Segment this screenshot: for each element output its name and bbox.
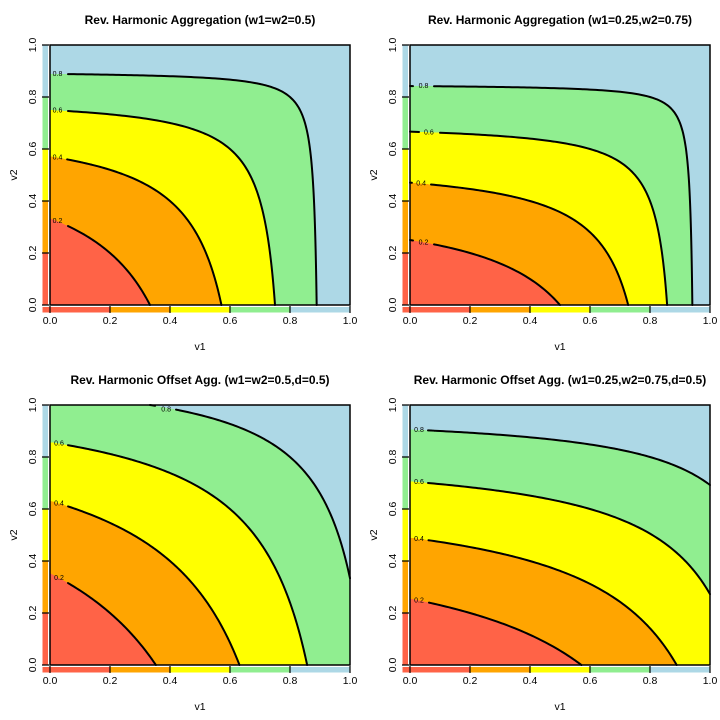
- x-tick-label: 0.4: [162, 315, 178, 327]
- y-tick-label: 0.6: [387, 501, 399, 517]
- contour-plot-canvas: [0, 360, 360, 720]
- y-tick-label: 0.0: [387, 657, 399, 673]
- subplot-bottom-left: Rev. Harmonic Offset Agg. (w1=w2=0.5,d=0…: [0, 360, 360, 720]
- contour-plot-canvas: [360, 0, 720, 360]
- x-tick-label: 1.0: [702, 675, 718, 687]
- x-tick-label: 0.6: [582, 315, 598, 327]
- y-tick-label: 0.0: [387, 297, 399, 313]
- x-tick-label: 1.0: [342, 675, 358, 687]
- x-tick-label: 0.8: [282, 315, 298, 327]
- y-axis-title: v2: [368, 169, 380, 181]
- x-tick-label: 0.8: [642, 675, 658, 687]
- subplot-top-left: Rev. Harmonic Aggregation (w1=w2=0.5) 0.…: [0, 0, 360, 360]
- x-tick-label: 0.0: [402, 315, 418, 327]
- y-tick-label: 1.0: [27, 37, 39, 53]
- y-tick-label: 0.4: [27, 193, 39, 209]
- y-tick-label: 0.4: [387, 553, 399, 569]
- plot-title: Rev. Harmonic Aggregation (w1=0.25,w2=0.…: [427, 13, 693, 27]
- y-tick-label: 1.0: [387, 397, 399, 413]
- y-tick-label: 0.6: [27, 501, 39, 517]
- y-axis-title: v2: [8, 169, 20, 181]
- y-axis-title: v2: [8, 529, 20, 541]
- plot-title: Rev. Harmonic Offset Agg. (w1=w2=0.5,d=0…: [70, 373, 330, 387]
- y-tick-label: 0.6: [27, 141, 39, 157]
- y-tick-label: 0.2: [27, 245, 39, 261]
- x-tick-label: 0.6: [222, 675, 238, 687]
- y-tick-label: 0.6: [387, 141, 399, 157]
- subplot-bottom-right: Rev. Harmonic Offset Agg. (w1=0.25,w2=0.…: [360, 360, 720, 720]
- y-tick-label: 0.8: [387, 449, 399, 465]
- x-tick-label: 0.0: [42, 675, 58, 687]
- y-tick-label: 0.2: [27, 605, 39, 621]
- contour-plot-canvas: [360, 360, 720, 720]
- y-tick-label: 0.2: [387, 245, 399, 261]
- y-tick-label: 0.2: [387, 605, 399, 621]
- y-tick-label: 0.4: [387, 193, 399, 209]
- y-tick-label: 0.8: [27, 449, 39, 465]
- subplot-top-right: Rev. Harmonic Aggregation (w1=0.25,w2=0.…: [360, 0, 720, 360]
- y-tick-label: 0.4: [27, 553, 39, 569]
- x-tick-label: 0.4: [522, 675, 538, 687]
- x-axis-title: v1: [554, 701, 566, 713]
- x-tick-label: 0.6: [222, 315, 238, 327]
- x-tick-label: 1.0: [342, 315, 358, 327]
- y-tick-label: 1.0: [387, 37, 399, 53]
- y-tick-label: 0.0: [27, 297, 39, 313]
- y-tick-label: 0.8: [27, 89, 39, 105]
- plot-title: Rev. Harmonic Aggregation (w1=w2=0.5): [84, 13, 316, 27]
- x-axis-title: v1: [554, 341, 566, 353]
- x-tick-label: 0.8: [282, 675, 298, 687]
- x-tick-label: 0.4: [162, 675, 178, 687]
- x-tick-label: 0.2: [102, 675, 118, 687]
- x-axis-title: v1: [194, 341, 206, 353]
- y-axis-title: v2: [368, 529, 380, 541]
- y-tick-label: 0.0: [27, 657, 39, 673]
- x-tick-label: 1.0: [702, 315, 718, 327]
- x-tick-label: 0.6: [582, 675, 598, 687]
- y-tick-label: 0.8: [387, 89, 399, 105]
- contour-plot-canvas: [0, 0, 360, 360]
- x-tick-label: 0.2: [462, 675, 478, 687]
- x-tick-label: 0.0: [402, 675, 418, 687]
- x-tick-label: 0.0: [42, 315, 58, 327]
- x-tick-label: 0.4: [522, 315, 538, 327]
- x-axis-title: v1: [194, 701, 206, 713]
- y-tick-label: 1.0: [27, 397, 39, 413]
- x-tick-label: 0.2: [462, 315, 478, 327]
- plot-title: Rev. Harmonic Offset Agg. (w1=0.25,w2=0.…: [413, 373, 707, 387]
- x-tick-label: 0.8: [642, 315, 658, 327]
- x-tick-label: 0.2: [102, 315, 118, 327]
